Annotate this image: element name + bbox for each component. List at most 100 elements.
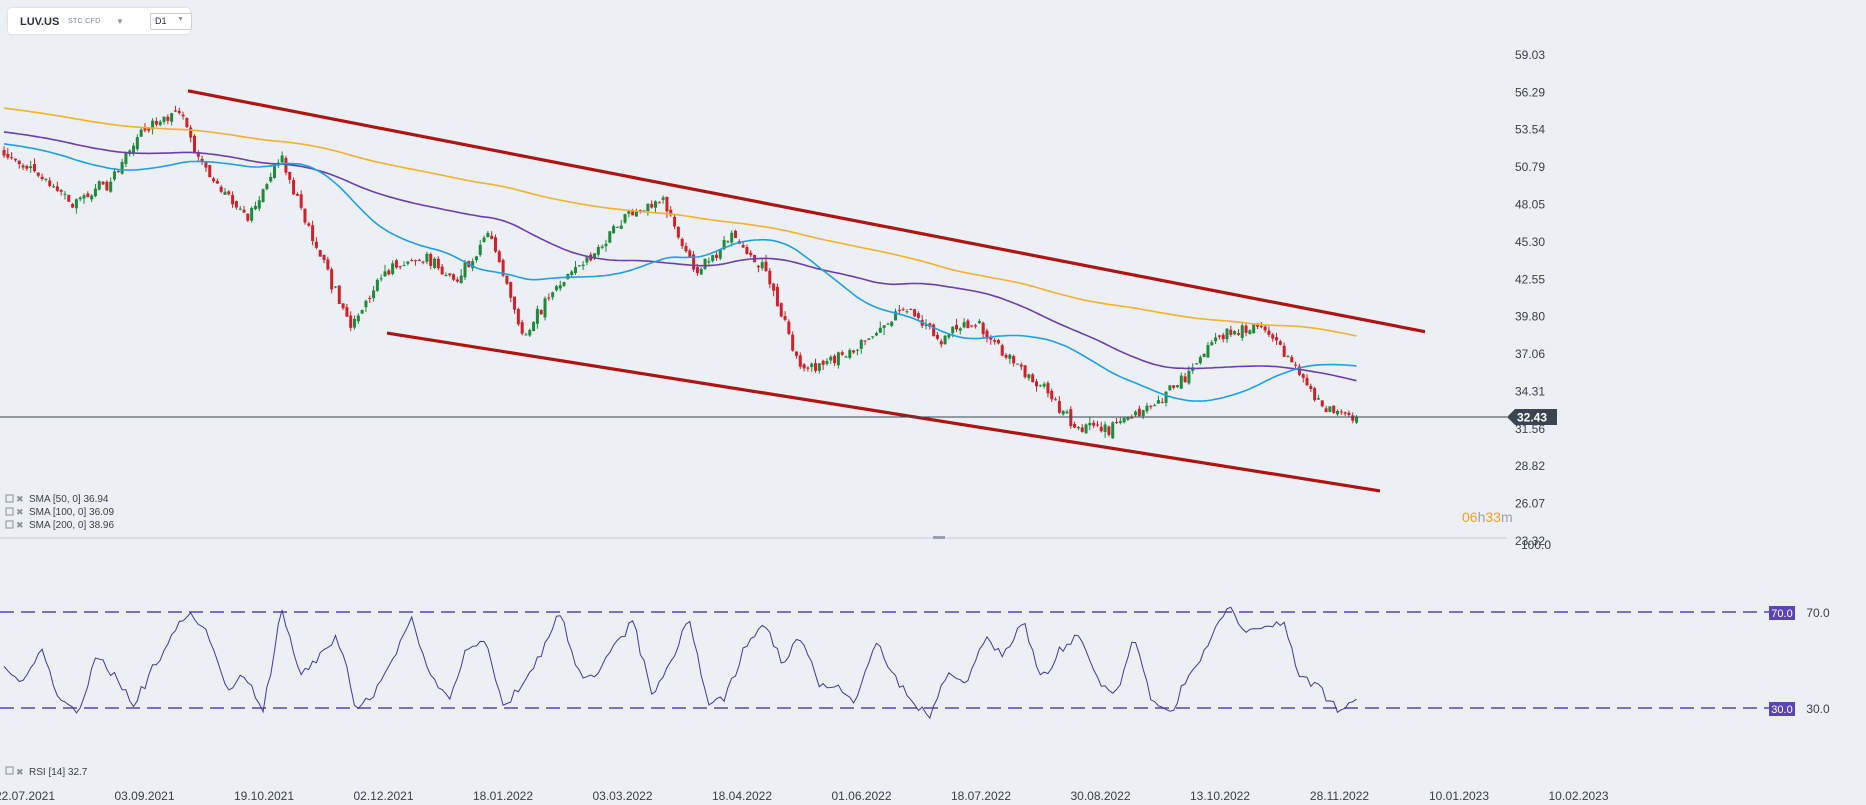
candle-body <box>1057 400 1061 413</box>
rsi-axis-100: 100.0 <box>1521 538 1551 552</box>
chevron-down-icon[interactable]: ▼ <box>116 17 124 26</box>
candle-body <box>1065 411 1069 414</box>
candle-body <box>1183 376 1187 382</box>
candle-body <box>1019 364 1023 367</box>
candle-body <box>1324 408 1328 413</box>
candle-body <box>105 181 109 191</box>
candle-body <box>1088 422 1092 426</box>
candle-body <box>86 193 90 198</box>
candle-body <box>680 239 684 247</box>
candle-body <box>67 194 71 202</box>
candle-body <box>1092 422 1096 426</box>
candle-body <box>798 355 802 367</box>
candle-body <box>1035 381 1039 387</box>
candle-body <box>558 285 562 289</box>
candle-body <box>1149 406 1153 408</box>
candle-body <box>1271 334 1275 339</box>
candle-body <box>794 351 798 356</box>
candle-body <box>478 244 482 255</box>
price-axis-label: 48.05 <box>1515 197 1545 211</box>
candle-body <box>120 161 124 174</box>
candle-body <box>1054 399 1058 401</box>
candle-body <box>985 330 989 339</box>
candle-body <box>273 166 277 178</box>
price-axis-label: 34.31 <box>1515 384 1545 398</box>
candle-body <box>25 166 29 169</box>
candle-body <box>1214 337 1218 342</box>
candle-body <box>135 137 139 150</box>
candle-body <box>1328 406 1332 412</box>
candle-body <box>71 204 75 208</box>
candle-body <box>1313 388 1317 401</box>
candle-body <box>855 349 859 351</box>
candle-body <box>204 162 208 168</box>
rsi-legend-close-icon[interactable]: ✖ <box>16 767 24 777</box>
candle-body <box>833 355 837 364</box>
candle-body <box>1141 410 1145 417</box>
candle-body <box>124 153 128 164</box>
candle-body <box>1069 409 1073 427</box>
candle-body <box>913 309 917 317</box>
price-axis-label: 56.29 <box>1515 85 1545 99</box>
candle-body <box>897 309 901 311</box>
candle-body <box>814 363 818 371</box>
candle-body <box>821 360 825 365</box>
candle-body <box>299 194 303 208</box>
sma-50-line <box>3 143 1357 402</box>
channel-upper-line[interactable] <box>187 89 1426 334</box>
candle-body <box>303 208 307 223</box>
rsi-line <box>3 606 1357 720</box>
candle-body <box>520 322 524 334</box>
candle-body <box>859 340 863 349</box>
candle-body <box>1179 375 1183 389</box>
timeframe-selector[interactable]: D1 ▼ <box>150 13 192 30</box>
candle-body <box>78 197 82 200</box>
legend-close-icon[interactable]: ✖ <box>16 507 24 517</box>
candle-body <box>1175 385 1179 388</box>
candle-body <box>1008 354 1012 359</box>
candle-body <box>398 266 402 268</box>
candle-body <box>924 324 928 326</box>
candle-body <box>654 201 658 208</box>
candle-body <box>55 186 59 191</box>
symbol-selector[interactable]: LUV.US STC CFD ▼ D1 ▼ <box>8 8 192 34</box>
legend-close-icon[interactable]: ✖ <box>16 494 24 504</box>
candle-body <box>242 209 246 213</box>
candle-body <box>261 189 265 203</box>
candle-body <box>189 127 193 138</box>
channel-lower-line[interactable] <box>386 331 1381 493</box>
candle-body <box>311 225 315 241</box>
candle-body <box>215 180 219 184</box>
rsi-legend: ✖ RSI [14] 32.7 <box>5 766 88 778</box>
candle-body <box>173 110 177 112</box>
candle-body <box>627 210 631 214</box>
candle-body <box>600 246 604 248</box>
price-pane[interactable] <box>0 89 1507 493</box>
candle-body <box>749 252 753 256</box>
candle-body <box>1023 365 1027 378</box>
candle-body <box>905 311 909 313</box>
candle-body <box>337 285 341 304</box>
candle-body <box>253 205 257 210</box>
legend-list-icon <box>5 507 14 516</box>
candle-body <box>1355 417 1359 423</box>
current-price-value: 32.43 <box>1517 411 1547 425</box>
candle-body <box>48 180 52 186</box>
candle-body <box>353 318 357 328</box>
candle-body <box>1107 426 1111 435</box>
candle-body <box>718 249 722 259</box>
candle-body <box>1282 345 1286 357</box>
rsi-pane[interactable] <box>0 606 1770 720</box>
candle-body <box>413 260 417 262</box>
candle-body <box>238 208 242 210</box>
candle-body <box>265 184 269 190</box>
candle-body <box>74 199 78 209</box>
instrument-type: STC CFD <box>68 18 101 25</box>
pane-resize-handle[interactable] <box>933 536 945 539</box>
legend-close-icon[interactable]: ✖ <box>16 520 24 530</box>
candle-body <box>1229 329 1233 335</box>
candle-body <box>1050 390 1054 400</box>
candle-body <box>909 309 913 311</box>
candle-body <box>840 352 844 355</box>
